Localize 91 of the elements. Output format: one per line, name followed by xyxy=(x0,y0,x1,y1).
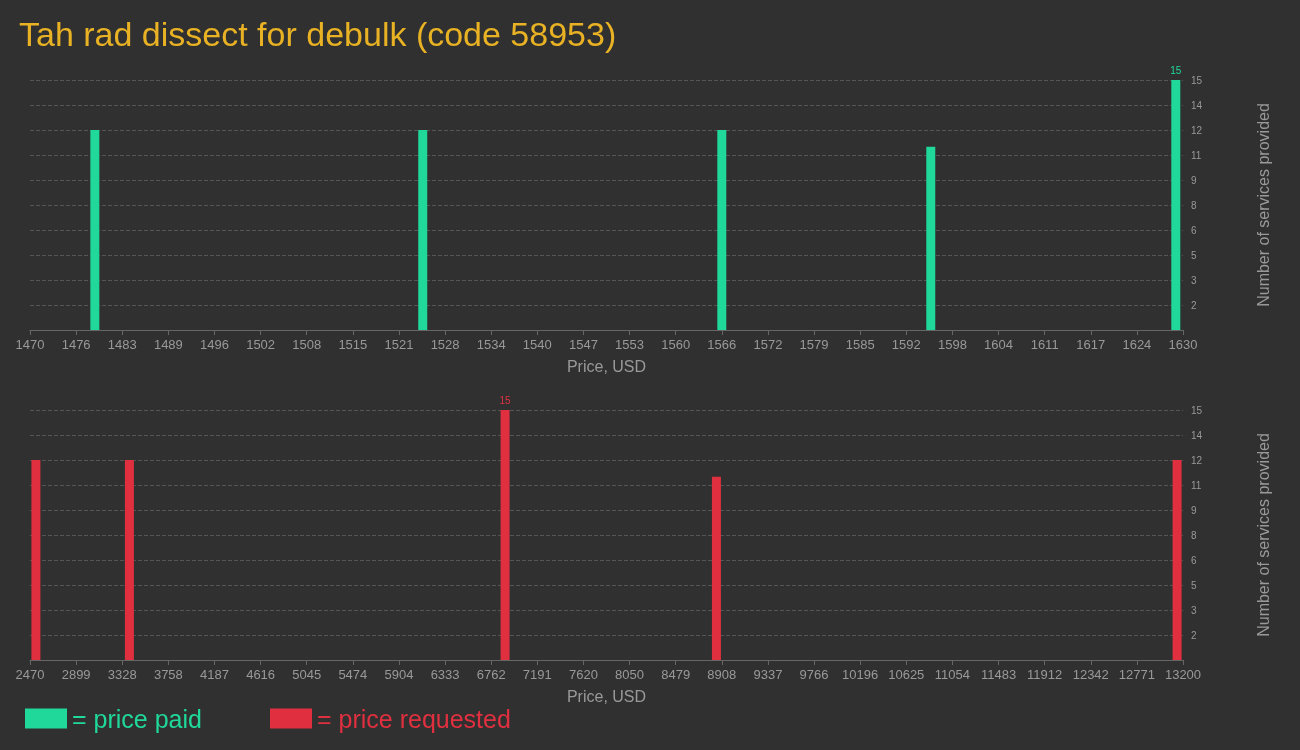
x-tick-label: 5045 xyxy=(292,667,322,682)
x-tick-label: 8908 xyxy=(707,667,737,682)
x-tick-label: 1528 xyxy=(430,337,460,352)
bar xyxy=(1171,80,1181,330)
x-tick-label: 10196 xyxy=(842,667,879,682)
y-tick-label: 12 xyxy=(1191,454,1203,466)
x-tick-label: 8479 xyxy=(661,667,691,682)
x-tick-label: 7191 xyxy=(522,667,552,682)
bar xyxy=(717,130,727,330)
x-tick-label: 2899 xyxy=(61,667,91,682)
x-tick-label: 3758 xyxy=(153,667,183,682)
data-label: 15 xyxy=(1170,64,1182,76)
x-tick-label: 1566 xyxy=(707,337,737,352)
x-tick-label: 7620 xyxy=(568,667,598,682)
y-tick-label: 9 xyxy=(1191,174,1197,186)
y-tick-label: 8 xyxy=(1191,199,1197,211)
x-tick-label: 1617 xyxy=(1076,337,1106,352)
bar xyxy=(31,460,41,660)
x-tick-label: 12771 xyxy=(1118,667,1155,682)
y-tick-label: 15 xyxy=(1191,404,1203,416)
x-tick-label: 1624 xyxy=(1122,337,1152,352)
x-tick-label: 11054 xyxy=(934,667,970,682)
y-tick-label: 5 xyxy=(1191,249,1197,261)
x-tick-label: 1604 xyxy=(984,337,1013,352)
x-tick-label: 1489 xyxy=(153,337,183,352)
x-tick-label: 11912 xyxy=(1027,667,1063,682)
y-tick-label: 9 xyxy=(1191,504,1197,516)
chart-title: Tah rad dissect for debulk (code 58953) xyxy=(19,15,617,53)
x-axis-title: Price, USD xyxy=(566,357,647,375)
x-tick-label: 1502 xyxy=(246,337,276,352)
x-tick-label: 6333 xyxy=(430,667,460,682)
y-tick-label: 2 xyxy=(1191,299,1197,311)
x-tick-label: 1572 xyxy=(753,337,783,352)
x-tick-label: 1515 xyxy=(338,337,368,352)
y-tick-label: 15 xyxy=(1191,74,1203,86)
y-tick-label: 12 xyxy=(1191,124,1203,136)
x-tick-label: 3328 xyxy=(107,667,137,682)
y-tick-label: 14 xyxy=(1191,99,1203,111)
x-tick-label: 2470 xyxy=(15,667,45,682)
x-tick-label: 1598 xyxy=(937,337,967,352)
x-tick-label: 1553 xyxy=(615,337,645,352)
x-tick-label: 1496 xyxy=(200,337,229,352)
x-tick-label: 1611 xyxy=(1030,337,1059,352)
y-tick-label: 2 xyxy=(1191,629,1197,641)
x-tick-label: 1508 xyxy=(292,337,322,352)
y-axis-title: Number of services provided xyxy=(1254,103,1272,307)
x-tick-label: 1592 xyxy=(891,337,921,352)
y-tick-label: 3 xyxy=(1191,274,1197,286)
y-tick-label: 6 xyxy=(1191,554,1197,566)
y-tick-label: 8 xyxy=(1191,529,1197,541)
x-tick-label: 1585 xyxy=(845,337,875,352)
x-tick-label: 1483 xyxy=(107,337,137,352)
x-tick-label: 11483 xyxy=(980,667,1017,682)
x-tick-label: 5904 xyxy=(384,667,414,682)
data-label: 15 xyxy=(499,394,512,406)
y-tick-label: 14 xyxy=(1191,429,1203,441)
x-tick-label: 5474 xyxy=(338,667,368,682)
x-tick-label: 1630 xyxy=(1168,337,1198,352)
x-tick-label: 10625 xyxy=(888,667,925,682)
y-tick-label: 3 xyxy=(1191,604,1197,616)
x-tick-label: 1579 xyxy=(799,337,829,352)
bar xyxy=(711,476,721,660)
x-tick-label: 1470 xyxy=(15,337,45,352)
x-axis-title: Price, USD xyxy=(566,687,647,705)
legend-label: = price requested xyxy=(317,704,511,733)
legend-label: = price paid xyxy=(72,704,202,733)
x-tick-label: 12342 xyxy=(1072,667,1109,682)
x-tick-label: 4616 xyxy=(246,667,276,682)
x-tick-label: 1476 xyxy=(61,337,91,352)
x-tick-label: 9766 xyxy=(799,667,829,682)
bar xyxy=(90,130,100,330)
x-tick-label: 1521 xyxy=(384,337,414,352)
x-tick-label: 1534 xyxy=(476,337,506,352)
y-tick-label: 11 xyxy=(1191,149,1202,161)
x-tick-label: 6762 xyxy=(476,667,506,682)
bar xyxy=(124,460,134,660)
bar xyxy=(500,410,510,660)
bar xyxy=(1172,460,1182,660)
y-tick-label: 6 xyxy=(1191,224,1197,236)
x-tick-label: 1560 xyxy=(661,337,691,352)
y-tick-label: 11 xyxy=(1191,479,1202,491)
x-tick-label: 9337 xyxy=(753,667,783,682)
bar xyxy=(418,130,428,330)
x-tick-label: 4187 xyxy=(200,667,229,682)
y-axis-title: Number of services provided xyxy=(1254,433,1272,637)
x-tick-label: 1540 xyxy=(522,337,552,352)
x-tick-label: 13200 xyxy=(1164,667,1202,682)
bar xyxy=(926,146,936,330)
x-tick-label: 1547 xyxy=(568,337,598,352)
x-tick-label: 8050 xyxy=(615,667,645,682)
y-tick-label: 5 xyxy=(1191,579,1197,591)
